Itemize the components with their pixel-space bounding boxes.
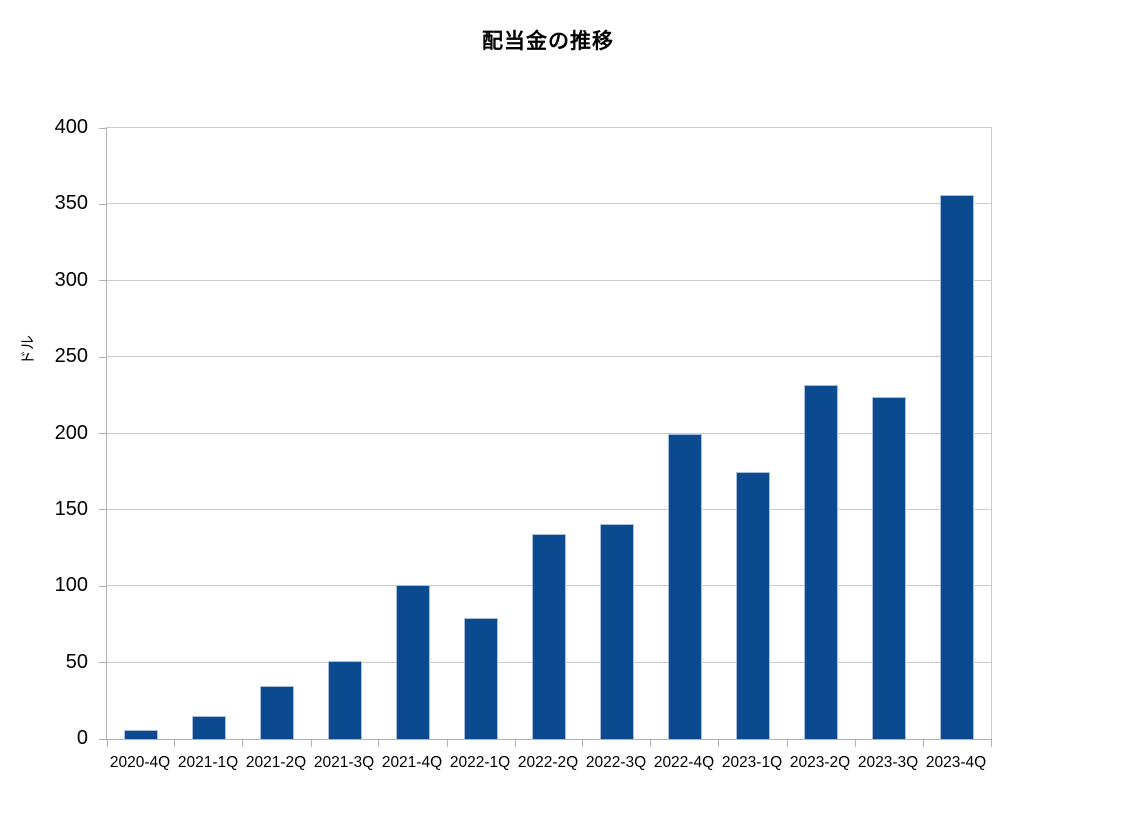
bar [328, 661, 362, 739]
y-tick-label: 50 [65, 650, 88, 673]
x-tick-label: 2023-4Q [925, 754, 987, 771]
x-tick-label: 2020-4Q [109, 754, 171, 771]
bar [532, 534, 566, 739]
x-tick-label: 2022-4Q [653, 754, 715, 771]
x-axis-tick [786, 739, 788, 747]
bar [124, 729, 158, 739]
x-axis-tick [990, 739, 992, 747]
x-tick-label: 2023-3Q [857, 754, 919, 771]
bar [735, 471, 770, 739]
bar [872, 396, 906, 739]
bar [940, 195, 974, 739]
y-axis-tick [99, 203, 107, 205]
x-tick-label: 2023-1Q [721, 754, 783, 771]
x-axis-tick [718, 739, 720, 747]
y-tick-label: 0 [76, 727, 88, 749]
y-axis-tick [99, 662, 107, 664]
x-axis-tick [922, 739, 924, 747]
x-axis-tick [854, 739, 856, 747]
y-tick-label: 200 [54, 421, 88, 444]
x-axis-tick [446, 739, 448, 747]
gridline [107, 508, 991, 510]
y-tick-label: 250 [54, 345, 88, 368]
bar [260, 685, 294, 739]
x-axis-tick [106, 739, 108, 747]
gridline [107, 279, 991, 281]
x-axis-tick [582, 739, 584, 747]
x-tick-label: 2022-2Q [517, 754, 579, 771]
x-axis-tick [650, 739, 652, 747]
x-tick-label: 2021-2Q [245, 754, 307, 771]
chart-title: 配当金の推移 [482, 30, 614, 53]
y-tick-label: 350 [54, 192, 88, 215]
y-axis-tick [99, 280, 107, 282]
y-tick-label: 400 [54, 116, 88, 138]
x-axis-tick [378, 739, 380, 747]
x-tick-label: 2021-1Q [177, 754, 239, 771]
bar [192, 716, 226, 739]
x-tick-label: 2023-2Q [789, 754, 851, 771]
y-axis-tick [99, 509, 107, 511]
bar [395, 584, 430, 739]
y-tick-label: 300 [54, 268, 88, 291]
x-axis-tick [242, 739, 244, 747]
x-axis-tick [310, 739, 312, 747]
y-tick-label: 100 [54, 574, 88, 597]
x-tick-label: 2022-1Q [449, 754, 511, 771]
x-axis-tick-labels: 2020-4Q 2021-1Q 2021-2Q 2021-3Q 2021-4Q 2022-… [106, 753, 990, 777]
y-axis-tick [99, 585, 107, 587]
gridline [107, 356, 991, 358]
gridline [107, 203, 991, 205]
x-axis-tick [174, 739, 176, 747]
bar [464, 618, 498, 739]
x-axis-tick [514, 739, 516, 747]
y-axis-tick [99, 127, 107, 129]
plot-area [99, 127, 992, 747]
bar [667, 433, 702, 739]
y-axis-tick [99, 738, 107, 740]
bar [600, 523, 634, 739]
y-tick-label: 150 [54, 497, 88, 520]
y-axis-tick [99, 433, 107, 434]
y-axis-tick [99, 356, 107, 358]
x-tick-label: 2022-3Q [585, 754, 647, 771]
gridline [107, 432, 991, 434]
y-axis-tick-labels: 0 50 100 150 200 250 300 350 400 [0, 117, 97, 748]
x-tick-label: 2021-4Q [381, 754, 443, 771]
x-tick-label: 2021-3Q [313, 754, 375, 771]
bar [804, 384, 838, 739]
